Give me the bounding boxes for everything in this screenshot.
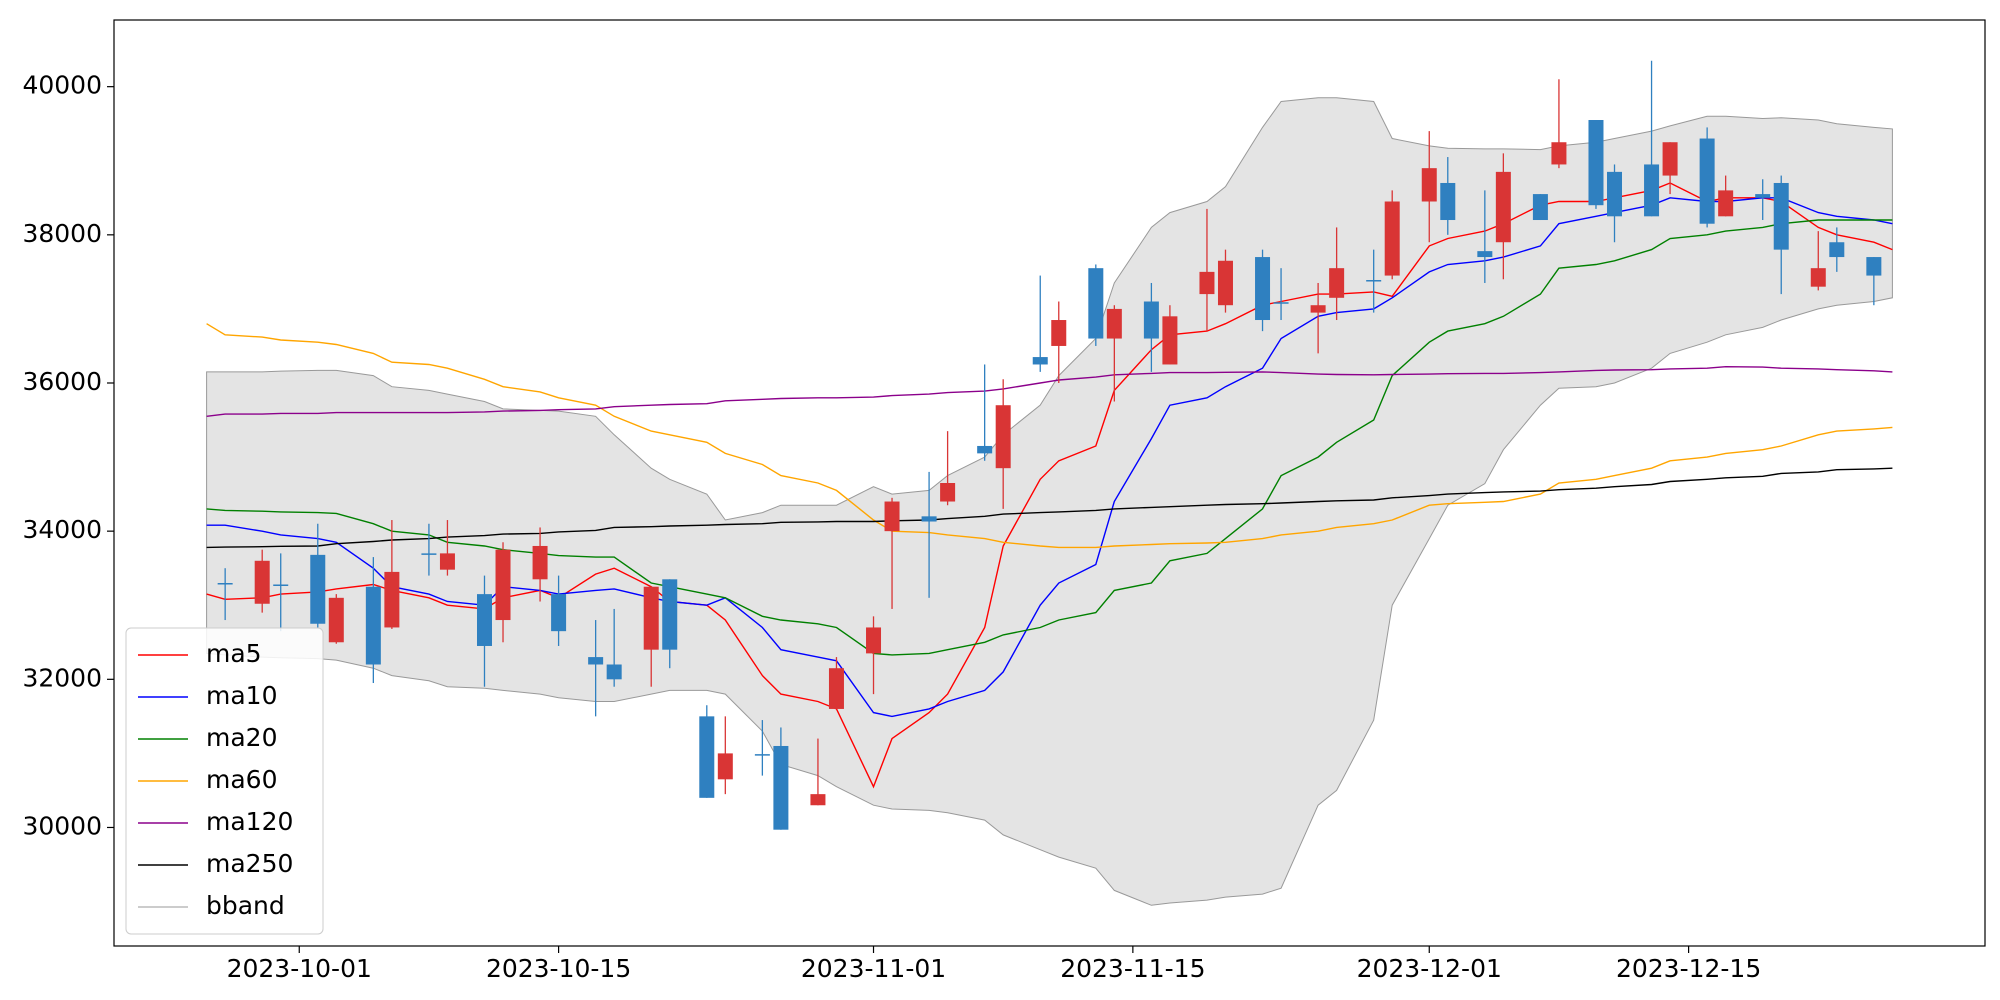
candle-body (828, 668, 844, 709)
candle-body (1032, 357, 1048, 365)
candle-body (662, 579, 678, 650)
candle-body (1532, 194, 1548, 221)
candle-body (1495, 171, 1511, 243)
candle-body (421, 553, 437, 555)
candle-body (1829, 242, 1845, 258)
candle-body (1810, 268, 1826, 287)
candle-body (1421, 168, 1437, 202)
candle-body (940, 483, 956, 502)
candle-body (1477, 251, 1493, 258)
x-tick-label: 2023-12-15 (1616, 954, 1761, 983)
candle-body (1699, 138, 1715, 224)
candle-body (866, 627, 882, 654)
y-tick-label: 40000 (22, 71, 102, 100)
candle-body (1217, 260, 1233, 306)
candle-body (606, 664, 622, 680)
x-tick-label: 2023-11-15 (1060, 954, 1205, 983)
candle-body (1551, 142, 1567, 165)
y-tick-label: 38000 (22, 219, 102, 248)
candle-body (754, 754, 770, 756)
legend-label: ma250 (206, 849, 293, 878)
candle-body (1199, 271, 1215, 295)
candle-body (1755, 194, 1771, 198)
candle-body (1310, 305, 1326, 313)
candle-body (643, 586, 659, 650)
legend-label: ma5 (206, 639, 262, 668)
candle-body (1644, 164, 1660, 217)
x-tick-label: 2023-10-15 (486, 954, 631, 983)
candle-body (551, 594, 567, 632)
candle-body (1106, 308, 1122, 339)
x-tick-label: 2023-10-01 (227, 954, 372, 983)
legend-box (125, 627, 324, 935)
candle-body (1273, 302, 1289, 304)
ma-line (206, 219, 1893, 656)
legend-label: bband (206, 891, 285, 920)
candle-body (1143, 301, 1159, 339)
legend-label: ma60 (206, 765, 277, 794)
y-tick-label: 34000 (22, 515, 102, 544)
x-tick-label: 2023-12-01 (1357, 954, 1502, 983)
candle-body (532, 545, 548, 580)
candle-body (810, 794, 826, 806)
candle-body (384, 571, 400, 628)
legend-label: ma20 (206, 723, 277, 752)
y-tick-label: 36000 (22, 367, 102, 396)
candle-body (773, 745, 789, 830)
ma-line (206, 467, 1893, 549)
plot-area (206, 60, 1893, 906)
candle-body (1329, 268, 1345, 298)
plot-frame (113, 19, 1986, 947)
y-tick-label: 32000 (22, 663, 102, 692)
bollinger-band (206, 97, 1893, 906)
candle-body (1588, 120, 1604, 206)
candle-body (1255, 257, 1271, 321)
candle-body (365, 586, 381, 665)
candle-body (717, 753, 733, 780)
candle-body (439, 553, 455, 570)
candle-body (1088, 268, 1104, 339)
candle-body (884, 501, 900, 532)
candle-body (254, 560, 270, 604)
legend: ma5 ma10 ma20 ma60 ma120 ma250 bband (125, 627, 324, 935)
candle-body (476, 594, 492, 646)
candle-body (273, 584, 289, 586)
candle-body (310, 554, 326, 624)
candle-body (495, 549, 511, 621)
candle-body (1607, 171, 1623, 217)
candle-body (1662, 142, 1678, 176)
ma-line (206, 365, 1893, 417)
candle-body (1051, 320, 1067, 346)
candle-body (995, 405, 1011, 469)
candle-body (1384, 201, 1400, 276)
candle-body (921, 516, 937, 522)
ma-line (206, 323, 1893, 549)
candle-body (1773, 182, 1789, 250)
candle-body (328, 597, 344, 643)
candle-body (1866, 257, 1882, 276)
legend-label: ma120 (206, 807, 293, 836)
candle-body (1366, 280, 1382, 282)
candle-body (588, 657, 604, 665)
candle-body (1718, 190, 1734, 217)
candle-body (699, 716, 715, 798)
y-tick-label: 30000 (22, 811, 102, 840)
candle-body (977, 445, 993, 454)
x-tick-label: 2023-11-01 (801, 954, 946, 983)
legend-label: ma10 (206, 681, 277, 710)
candle-body (1440, 182, 1456, 221)
candle-body (217, 583, 233, 585)
candle-body (1162, 316, 1178, 365)
